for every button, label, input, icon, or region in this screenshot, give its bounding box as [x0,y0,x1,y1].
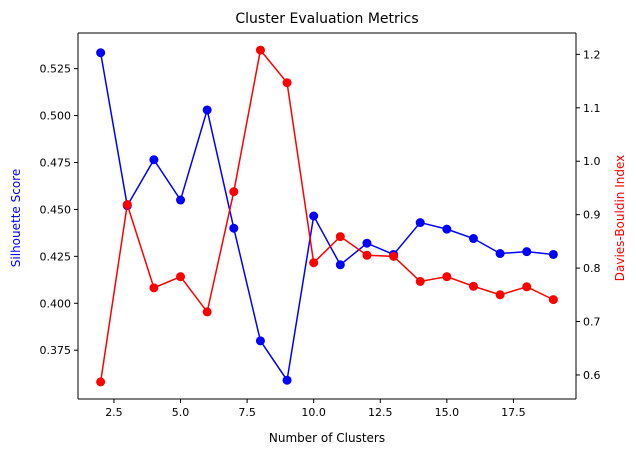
y-right-tick-label: 0.9 [583,209,601,222]
series-1-point [468,234,478,244]
series-2-point [468,281,478,291]
series-1-point [415,218,425,228]
y-left-tick-label: 0.400 [40,297,72,310]
y-left-tick-label: 0.425 [40,250,72,263]
series-1-point [229,223,239,233]
series-2-point [362,250,372,260]
series-2-line [99,48,554,383]
series-2-point [495,290,505,300]
series-2-point [335,232,345,242]
series-1-point [202,105,212,115]
series-1-point [522,247,532,257]
series-2-point [309,258,319,268]
series-1-line [99,52,554,383]
y-right-tick-label: 0.6 [583,369,601,382]
series-1-point [255,336,265,346]
series-2-point [255,45,265,55]
x-tick-label: 12.5 [368,406,393,419]
series-2-point [548,295,558,305]
series-1-point [309,211,319,221]
y-left-tick-label: 0.500 [40,110,72,123]
series-1-point [335,260,345,270]
series-2-point [96,377,106,387]
series-2-point [282,78,292,88]
x-tick-label: 5.0 [172,406,190,419]
series-1-point [362,238,372,248]
series-2-point [229,187,239,197]
series-1-point [149,155,159,165]
series-1-point [282,375,292,385]
series-2-point [522,282,532,292]
y-right-tick-label: 1.1 [583,102,601,115]
x-tick-label: 10.0 [301,406,326,419]
series-2-point [442,272,452,282]
y-axis-right-label: Davies-Bouldin Index [613,155,627,282]
series-2-point [176,272,186,282]
x-tick-label: 17.5 [501,406,526,419]
series-1-point [442,224,452,234]
series-1-point [96,48,106,58]
y-right-tick-label: 0.7 [583,316,601,329]
y-left-tick-label: 0.375 [40,344,72,357]
series-2-point [415,276,425,286]
series-1-point [495,249,505,259]
x-axis-label: Number of Clusters [269,431,385,445]
y-right-tick-label: 0.8 [583,262,601,275]
y-axis-left-label: Silhouette Score [9,169,23,267]
y-right-tick-label: 1.2 [583,48,601,61]
x-tick-label: 7.5 [238,406,256,419]
series-2-point [122,200,132,210]
y-left-tick-label: 0.475 [40,157,72,170]
series-2-point [202,307,212,317]
chart-title: Cluster Evaluation Metrics [235,11,418,27]
series-1-point [548,249,558,259]
y-left-tick-label: 0.450 [40,203,72,216]
y-right-tick-label: 1.0 [583,155,601,168]
series-1-point [176,195,186,205]
x-tick-label: 15.0 [435,406,460,419]
series-2-point [149,283,159,293]
y-left-tick-label: 0.525 [40,63,72,76]
series-2-point [389,251,399,261]
x-tick-label: 2.5 [105,406,123,419]
